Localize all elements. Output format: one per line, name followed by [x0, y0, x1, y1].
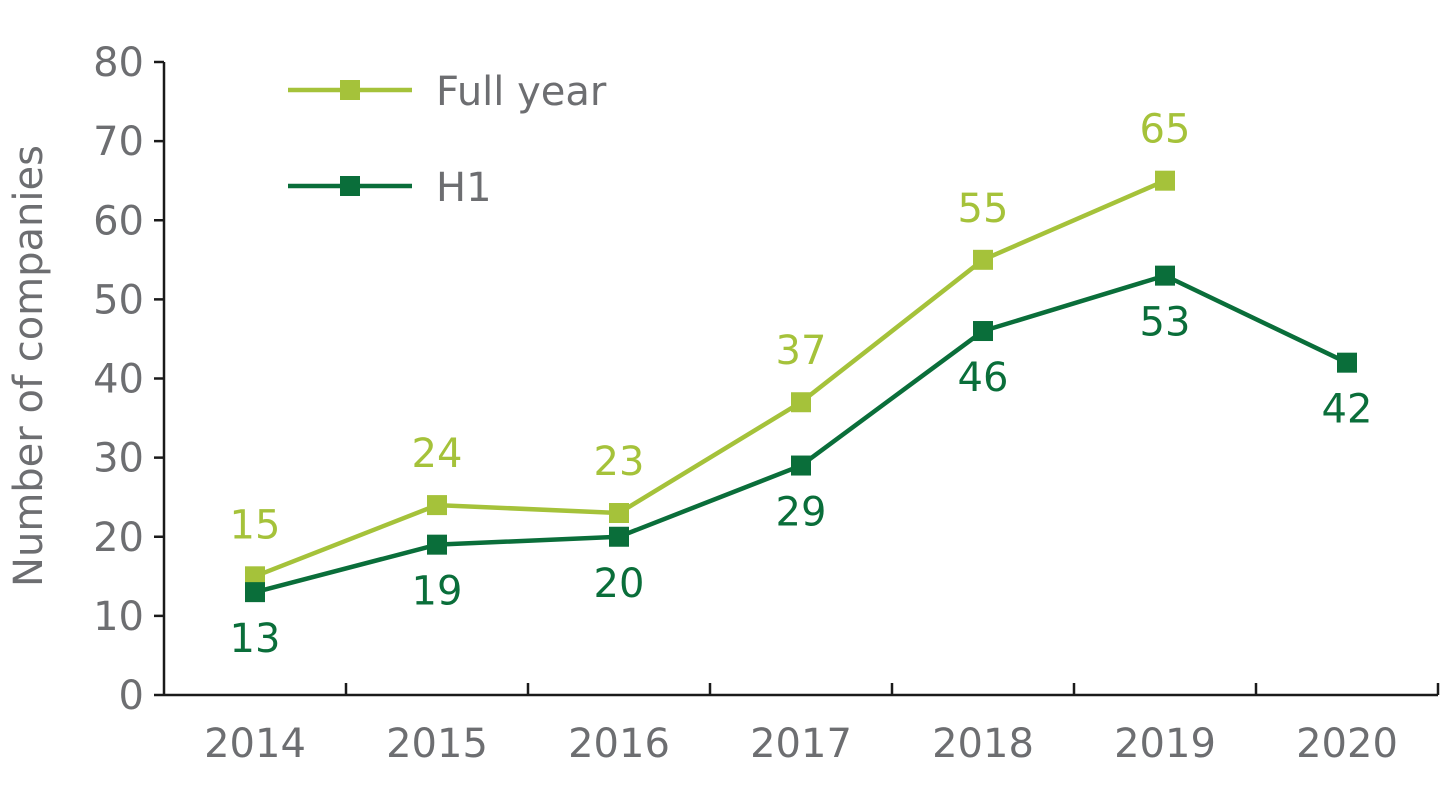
- data-point: [609, 503, 629, 524]
- data-label: 20: [594, 561, 645, 607]
- data-point: [791, 455, 811, 476]
- data-point: [1155, 265, 1175, 286]
- y-tick-label: 10: [93, 594, 144, 640]
- y-tick-label: 20: [93, 515, 144, 561]
- series-layer: 15 24 23 37 55 65 13 19 20 29 46 53 42: [230, 107, 1373, 662]
- data-point: [427, 495, 447, 516]
- data-label: 24: [412, 431, 463, 477]
- y-tick-label: 70: [93, 119, 144, 165]
- series-full-year: 15 24 23 37 55 65: [230, 107, 1191, 587]
- y-axis-title: Number of companies: [6, 145, 52, 587]
- data-point: [609, 526, 629, 547]
- series-h1: 13 19 20 29 46 53 42: [230, 265, 1373, 662]
- x-tick-label: 2015: [386, 721, 488, 767]
- legend-label: Full year: [436, 69, 607, 115]
- y-tick-label: 40: [93, 357, 144, 403]
- data-label: 65: [1140, 107, 1191, 153]
- data-label: 46: [958, 355, 1009, 401]
- y-tick-label: 50: [93, 277, 144, 323]
- legend-label: H1: [436, 165, 492, 211]
- data-label: 29: [776, 490, 827, 536]
- data-label: 15: [230, 502, 281, 548]
- data-label: 42: [1322, 387, 1373, 433]
- data-point: [1155, 170, 1175, 191]
- y-tick-label: 30: [93, 436, 144, 482]
- y-tick-label: 0: [119, 673, 144, 719]
- legend-item: H1: [288, 165, 492, 211]
- x-tick-label: 2016: [568, 721, 670, 767]
- y-tick-label: 60: [93, 198, 144, 244]
- data-label: 55: [958, 186, 1009, 232]
- legend-marker: [340, 80, 360, 100]
- x-tick-label: 2019: [1114, 721, 1216, 767]
- data-point: [1337, 352, 1357, 373]
- data-point: [245, 566, 265, 587]
- data-label: 19: [412, 569, 463, 615]
- y-axis: 0 10 20 30 40 50 60 70 80: [93, 40, 166, 719]
- legend-marker: [340, 176, 360, 196]
- x-axis: 2014 2015 2016 2017 2018 2019 2020: [164, 683, 1440, 767]
- legend: Full year H1: [288, 69, 607, 211]
- data-label: 13: [230, 616, 281, 662]
- x-tick-label: 2018: [932, 721, 1034, 767]
- data-point: [973, 249, 993, 270]
- data-point: [427, 534, 447, 555]
- y-tick-label: 80: [93, 40, 144, 86]
- data-point: [245, 582, 265, 603]
- data-point: [973, 321, 993, 342]
- data-point: [791, 392, 811, 413]
- legend-item: Full year: [288, 69, 607, 115]
- data-label: 37: [776, 328, 827, 374]
- x-tick-label: 2014: [204, 721, 306, 767]
- data-label: 53: [1140, 300, 1191, 346]
- data-label: 23: [594, 439, 645, 485]
- x-tick-label: 2020: [1296, 721, 1398, 767]
- x-tick-label: 2017: [750, 721, 852, 767]
- series-line: [254, 178, 1166, 579]
